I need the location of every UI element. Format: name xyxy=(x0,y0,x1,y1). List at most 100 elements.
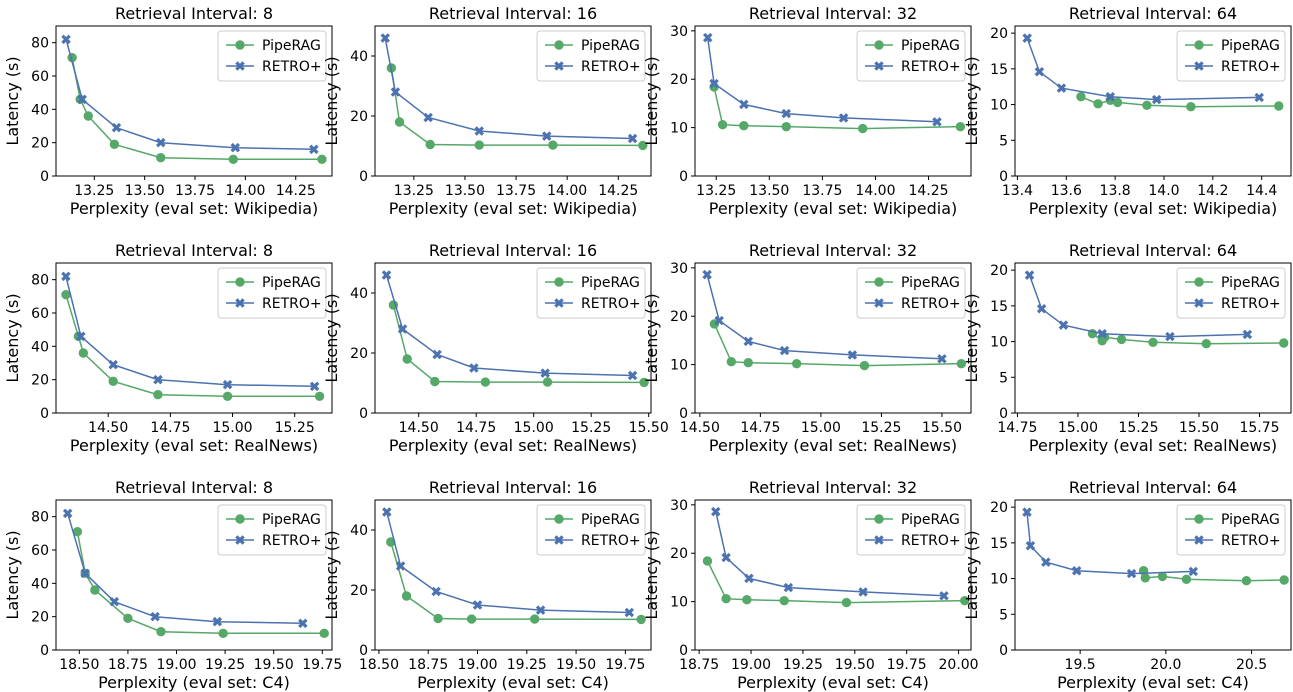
series-line-piperag xyxy=(390,67,643,147)
series-line-retro xyxy=(66,513,303,625)
y-axis-label: Latency (s) xyxy=(3,530,22,619)
legend-label: PipeRAG xyxy=(262,38,321,54)
series-line-piperag xyxy=(713,86,961,130)
legend: PipeRAG RETRO+ xyxy=(536,30,646,82)
y-tick-label: 0 xyxy=(679,169,688,185)
y-tick-label: 20 xyxy=(31,136,49,152)
piperag-point xyxy=(1112,97,1123,108)
piperag-point xyxy=(542,377,553,387)
retro-point xyxy=(469,363,479,373)
legend: PipeRAG RETRO+ xyxy=(1176,30,1286,82)
piperag-point xyxy=(1274,101,1284,111)
retro-point xyxy=(109,596,120,607)
y-tick-label: 80 xyxy=(31,36,49,52)
piperag-point xyxy=(791,358,802,369)
x-tick-label: 19.25 xyxy=(205,657,245,673)
piperag-point xyxy=(1201,339,1211,349)
x-tick-label: 13.50 xyxy=(125,183,165,199)
x-tick-label: 18.75 xyxy=(108,657,148,673)
retro-point xyxy=(61,34,71,45)
piperag-point xyxy=(743,357,753,368)
y-tick-label: 10 xyxy=(990,98,1008,114)
y-tick-label: 0 xyxy=(40,643,49,659)
x-tick-label: 14.75 xyxy=(150,420,190,436)
retro-point xyxy=(212,616,223,627)
piperag-point xyxy=(1116,334,1127,345)
piperag-point xyxy=(222,391,233,402)
retro-point xyxy=(1024,270,1035,280)
legend: PipeRAG RETRO+ xyxy=(217,30,327,82)
legend-marker xyxy=(235,40,245,50)
piperag-point xyxy=(319,628,329,639)
legend-box xyxy=(856,504,966,556)
y-tick-label: 60 xyxy=(31,543,49,559)
retro-point xyxy=(779,345,790,356)
piperag-point xyxy=(108,376,118,387)
x-tick-label: 14.0 xyxy=(1148,183,1179,199)
piperag-point xyxy=(636,614,646,625)
chart-panel: Retrieval Interval: 64 14.75 15.00 15.25 15.… xyxy=(962,241,1292,455)
legend-box xyxy=(536,504,646,556)
series-line-piperag xyxy=(392,304,645,384)
y-tick-label: 20 xyxy=(350,346,368,362)
legend-marker xyxy=(1194,61,1204,71)
legend-marker xyxy=(874,514,884,524)
retro-point xyxy=(781,108,792,119)
series-line-retro xyxy=(384,37,633,140)
y-tick-label: 0 xyxy=(679,643,688,659)
legend-marker xyxy=(554,298,564,308)
legend: PipeRAG RETRO+ xyxy=(856,267,966,319)
legend-box xyxy=(856,30,966,82)
y-tick-label: 0 xyxy=(359,643,368,659)
y-tick-label: 40 xyxy=(31,102,49,118)
x-tick-label: 14.75 xyxy=(456,420,496,436)
piperag-point xyxy=(90,585,100,595)
panel-title: Retrieval Interval: 16 xyxy=(429,478,597,497)
retro-point xyxy=(783,582,794,593)
legend-label: PipeRAG xyxy=(262,275,321,291)
panel-title: Retrieval Interval: 64 xyxy=(1069,478,1237,497)
y-axis-label: Latency (s) xyxy=(3,56,22,145)
legend: PipeRAG RETRO+ xyxy=(217,504,327,556)
x-tick-label: 15.00 xyxy=(1058,420,1098,436)
x-tick-label: 15.00 xyxy=(212,420,252,436)
y-tick-label: 80 xyxy=(31,273,49,289)
plot-frame xyxy=(694,499,972,651)
x-tick-label: 18.75 xyxy=(679,657,719,673)
piperag-point xyxy=(402,354,412,364)
panel-title: Retrieval Interval: 8 xyxy=(115,4,273,23)
retro-point xyxy=(838,113,849,123)
x-tick-label: 14.4 xyxy=(1246,183,1277,199)
x-axis-label: Perplexity (eval set: RealNews) xyxy=(709,436,957,455)
legend-marker xyxy=(1194,298,1204,308)
legend-label: PipeRAG xyxy=(1221,275,1280,291)
piperag-point xyxy=(1181,574,1192,584)
series-line-retro xyxy=(715,511,945,597)
retro-point xyxy=(627,133,638,144)
y-axis-label: Latency (s) xyxy=(642,56,661,145)
retro-point xyxy=(1041,557,1051,567)
retro-point xyxy=(937,354,947,364)
x-tick-label: 19.75 xyxy=(605,657,645,673)
retro-point xyxy=(1034,66,1045,77)
series-line-retro xyxy=(706,37,938,123)
x-tick-label: 15.00 xyxy=(801,420,841,436)
retro-point xyxy=(703,32,713,43)
x-tick-label: 14.50 xyxy=(399,420,439,436)
retro-point xyxy=(1126,568,1137,579)
legend-marker xyxy=(554,61,564,71)
legend-label: RETRO+ xyxy=(1221,533,1281,549)
retro-point xyxy=(111,122,122,133)
y-tick-label: 30 xyxy=(670,498,688,514)
legend-marker xyxy=(554,40,564,50)
retro-point xyxy=(382,507,392,517)
retro-point xyxy=(61,271,71,282)
chart-panel: Retrieval Interval: 16 18.50 18.75 19.00 19.… xyxy=(322,478,652,692)
legend-marker xyxy=(874,298,884,308)
legend-label: RETRO+ xyxy=(262,533,322,549)
x-axis-label: Perplexity (eval set: RealNews) xyxy=(389,436,637,455)
legend: PipeRAG RETRO+ xyxy=(1176,267,1286,319)
x-axis-label: Perplexity (eval set: RealNews) xyxy=(1029,436,1277,455)
series-line-piperag xyxy=(706,560,965,604)
piperag-point xyxy=(1157,571,1168,582)
